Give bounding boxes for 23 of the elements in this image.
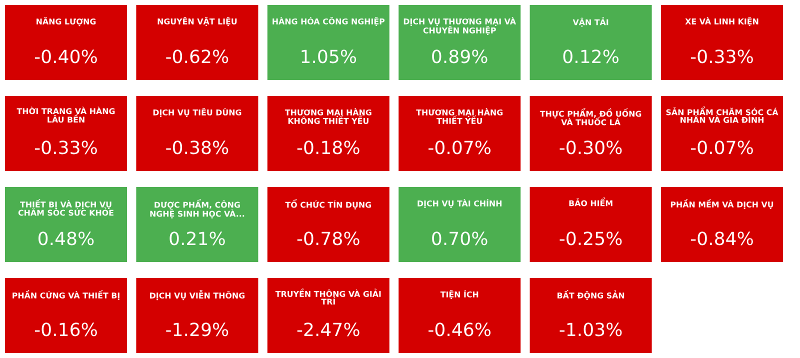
- data-label: -2.47%: [297, 322, 360, 336]
- data-label: 0.89%: [432, 50, 488, 64]
- data-label: -0.33%: [34, 140, 97, 154]
- data-label: -0.46%: [428, 322, 491, 336]
- data-label: -0.07%: [690, 140, 753, 154]
- data-label: -0.33%: [690, 50, 753, 64]
- data-label: 0.70%: [432, 232, 488, 246]
- data-label: -1.29%: [166, 322, 228, 336]
- data-label: -0.84%: [690, 232, 753, 246]
- data-label: -0.18%: [297, 140, 360, 154]
- data-label: -0.16%: [34, 322, 97, 336]
- data-label: -0.30%: [560, 140, 622, 154]
- data-label: 0.48%: [38, 232, 94, 246]
- data-label: -0.40%: [34, 50, 97, 64]
- data-label: -0.25%: [560, 232, 622, 246]
- data-label: -0.78%: [297, 232, 360, 246]
- data-label: 0.21%: [170, 232, 225, 246]
- data-label: -0.38%: [166, 140, 228, 154]
- data-label: -0.62%: [166, 50, 228, 64]
- data-label: 0.12%: [563, 50, 618, 64]
- data-label: -0.07%: [428, 140, 491, 154]
- data-label: -1.03%: [560, 322, 622, 336]
- data-label: 1.05%: [302, 50, 356, 64]
